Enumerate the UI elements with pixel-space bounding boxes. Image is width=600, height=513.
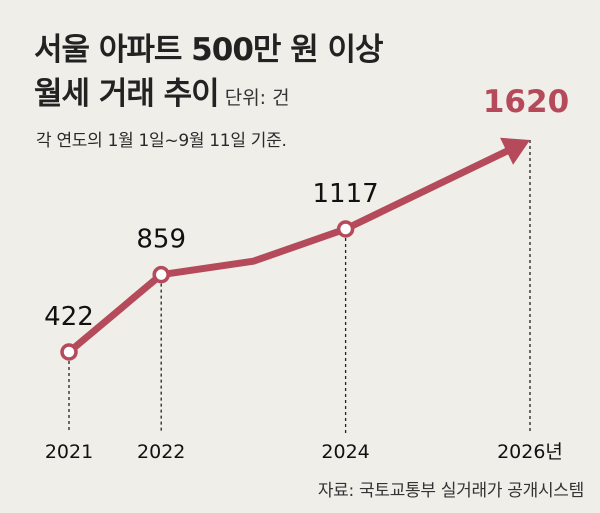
x-tick-label-2: 2024 (321, 441, 369, 463)
value-label-2021: 422 (44, 302, 94, 332)
source-note: 자료: 국토교통부 실거래가 공개시스템 (317, 481, 584, 501)
data-labels: 422 859 1117 1620 (44, 84, 569, 332)
data-point-2024 (336, 220, 355, 238)
title-line-1: 서울 아파트 500만 원 이상 (34, 32, 384, 68)
series-line (65, 146, 512, 356)
chart-subtitle: 각 연도의 1월 1일~9월 11일 기준. (36, 131, 287, 151)
data-series (60, 137, 530, 361)
value-label-2024: 1117 (313, 179, 379, 209)
unit-label: 단위: 건 (224, 87, 290, 109)
title-line-2-text: 월세 거래 추이 (34, 76, 220, 112)
x-tick-label-3: 2026년 (497, 441, 563, 463)
x-axis: 2021 2022 2024 2026년 (45, 441, 563, 463)
data-point-2022 (152, 265, 170, 284)
chart-title: 서울 아파트 500만 원 이상 월세 거래 추이 단위: 건 (34, 28, 384, 120)
data-point-2021 (60, 343, 78, 361)
value-label-2026: 1620 (483, 84, 569, 120)
title-line-2: 월세 거래 추이 단위: 건 (34, 72, 383, 120)
x-tick-label-1: 2022 (137, 441, 185, 463)
x-tick-label-0: 2021 (45, 441, 93, 463)
value-label-2022: 859 (136, 225, 186, 255)
arrow-head (500, 137, 530, 165)
guide-lines (68, 140, 531, 433)
